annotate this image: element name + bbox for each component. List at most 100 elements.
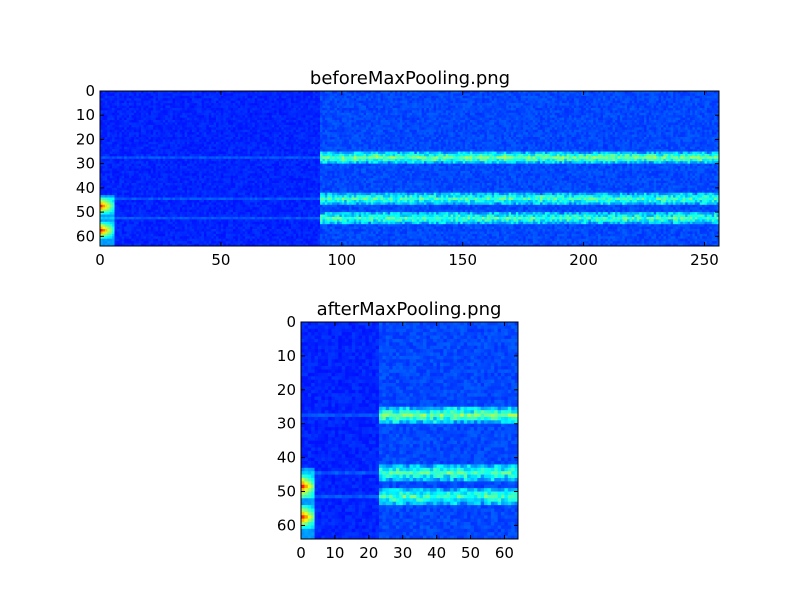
before-heatmap-cell: [363, 115, 367, 118]
before-heatmap-cell: [155, 115, 159, 118]
before-heatmap-cell: [508, 98, 512, 102]
before-heatmap-cell: [361, 132, 364, 135]
before-heatmap-cell: [385, 122, 389, 126]
before-heatmap-cell: [189, 105, 193, 109]
before-heatmap-cell: [511, 127, 514, 131]
before-heatmap-cell: [634, 105, 638, 109]
before-heatmap-cell: [682, 115, 686, 118]
before-heatmap-cell: [276, 117, 280, 121]
before-heatmap-cell: [121, 122, 125, 126]
before-heatmap-cell: [184, 91, 188, 94]
before-heatmap-cell: [365, 115, 369, 118]
before-heatmap-cell: [593, 91, 597, 94]
before-heatmap-cell: [660, 120, 664, 123]
before-heatmap-axes: beforeMaxPooling.png 0 50 100 150 200 250 010…: [76, 68, 720, 269]
before-heatmap-cell: [544, 103, 548, 106]
before-heatmap-cell: [126, 122, 130, 126]
before-heatmap-cell: [235, 137, 239, 140]
before-heatmap-cell: [288, 98, 292, 102]
before-heatmap-cell: [254, 124, 258, 128]
before-heatmap-cell: [141, 122, 144, 126]
before-heatmap-cell: [564, 103, 568, 106]
before-heatmap-cell: [356, 91, 360, 94]
before-heatmap-cell: [211, 117, 214, 121]
before-heatmap-cell: [697, 110, 701, 114]
before-heatmap-cell: [663, 91, 667, 94]
before-heatmap-cell: [203, 120, 207, 123]
before-heatmap-cell: [320, 100, 323, 104]
before-heatmap-cell: [619, 117, 623, 121]
before-heatmap-cell: [581, 127, 584, 131]
before-heatmap-cell: [653, 122, 657, 126]
before-heatmap-cell: [208, 110, 212, 114]
before-heatmap-cell: [293, 129, 297, 133]
before-heatmap-cell: [160, 103, 164, 106]
before-heatmap-cell: [257, 103, 260, 106]
before-heatmap-cell: [651, 91, 655, 94]
before-heatmap-cell: [303, 120, 306, 123]
before-heatmap-cell: [477, 91, 480, 94]
before-heatmap-cell: [479, 132, 483, 135]
before-heatmap-cell: [208, 117, 212, 121]
before-heatmap-cell: [370, 93, 374, 97]
before-heatmap-cell: [711, 93, 715, 97]
before-heatmap-cell: [201, 117, 205, 121]
before-heatmap-cell: [402, 132, 406, 135]
before-heatmap-cell: [467, 127, 471, 131]
before-heatmap-cell: [571, 103, 575, 106]
before-heatmap-cell: [107, 137, 111, 140]
before-heatmap-cell: [378, 103, 381, 106]
before-heatmap-cell: [107, 112, 111, 116]
before-heatmap-cell: [368, 120, 372, 123]
before-heatmap-cell: [182, 105, 185, 109]
before-heatmap-cell: [651, 112, 655, 116]
before-heatmap-cell: [583, 122, 587, 126]
before-heatmap-cell: [467, 110, 471, 114]
before-heatmap-cell: [269, 129, 273, 133]
before-heatmap-cell: [663, 122, 667, 126]
before-heatmap-cell: [651, 105, 655, 109]
before-heatmap-cell: [332, 110, 335, 114]
before-heatmap-cell: [455, 110, 459, 114]
before-heatmap-cell: [469, 107, 473, 111]
before-heatmap-cell: [172, 103, 176, 106]
before-heatmap-cell: [365, 110, 369, 114]
before-heatmap-cell: [460, 91, 464, 94]
before-heatmap-cell: [252, 132, 256, 135]
before-heatmap-cell: [573, 98, 577, 102]
before-heatmap-cell: [576, 95, 580, 99]
before-heatmap-cell: [356, 137, 360, 140]
before-heatmap-cell: [368, 95, 372, 99]
before-heatmap-cell: [245, 103, 248, 106]
before-heatmap-cell: [271, 134, 275, 138]
before-heatmap-cell: [542, 100, 546, 104]
before-heatmap-cell: [150, 103, 154, 106]
before-heatmap-cell: [554, 132, 558, 135]
before-heatmap-cell: [303, 117, 306, 121]
before-heatmap-cell: [373, 91, 376, 94]
before-heatmap-cell: [590, 115, 594, 118]
before-heatmap-cell: [523, 129, 526, 133]
before-heatmap-cell: [409, 117, 413, 121]
before-heatmap-cell: [610, 93, 613, 97]
before-heatmap-cell: [351, 129, 355, 133]
before-heatmap-cell: [206, 124, 210, 128]
before-heatmap-cell: [544, 124, 548, 128]
before-heatmap-cell: [100, 107, 103, 111]
before-heatmap-cell: [392, 124, 396, 128]
before-heatmap-cell: [138, 137, 142, 140]
before-heatmap-cell: [426, 134, 430, 138]
before-heatmap-cell: [281, 117, 285, 121]
before-heatmap-cell: [160, 100, 164, 104]
before-heatmap-cell: [201, 98, 205, 102]
before-heatmap-cell: [646, 93, 650, 97]
before-heatmap-cell: [532, 107, 536, 111]
before-heatmap-cell: [368, 110, 372, 114]
before-heatmap-cell: [404, 122, 408, 126]
before-heatmap-cell: [317, 100, 321, 104]
before-heatmap-cell: [392, 91, 396, 94]
before-heatmap-cell: [685, 95, 688, 99]
before-heatmap-cell: [622, 132, 626, 135]
before-heatmap-cell: [540, 124, 543, 128]
before-heatmap-cell: [520, 134, 524, 138]
